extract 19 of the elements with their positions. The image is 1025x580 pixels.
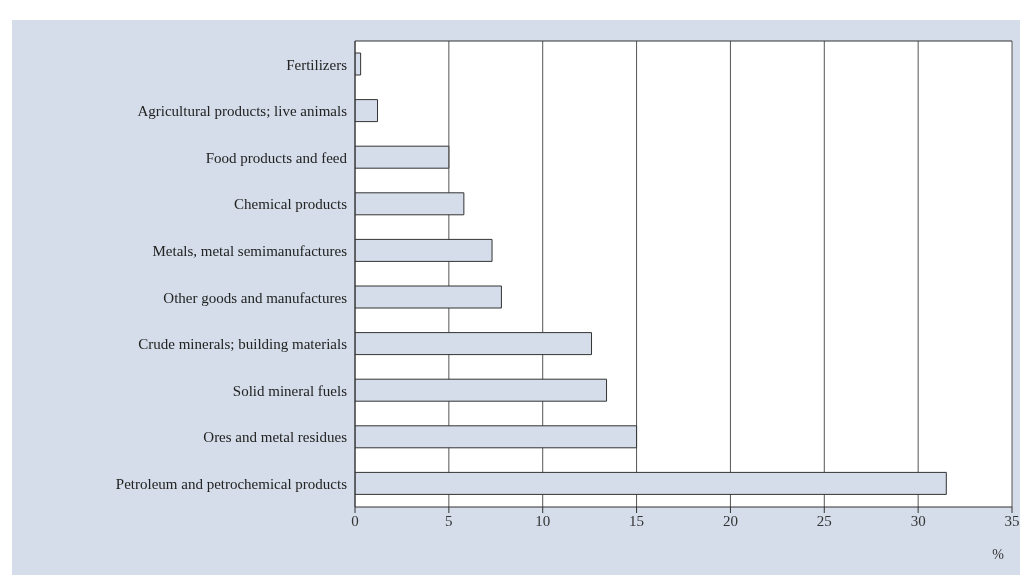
- y-tick-label: Fertilizers: [286, 56, 348, 73]
- x-axis-title: %: [992, 547, 1005, 562]
- x-tick-label: 15: [629, 512, 645, 529]
- y-tick-label: Agricultural products; live animals: [137, 103, 348, 120]
- y-tick-label: Metals, metal semimanufactures: [152, 243, 348, 260]
- y-tick-label: Chemical products: [234, 196, 348, 213]
- y-tick-label: Petroleum and petrochemical products: [115, 476, 348, 493]
- x-tick-label: 25: [816, 512, 832, 529]
- y-tick-label: Solid mineral fuels: [232, 382, 348, 399]
- x-tick-label: 5: [445, 512, 453, 529]
- y-tick-label: Ores and metal residues: [203, 429, 348, 446]
- x-tick-label: 10: [535, 512, 551, 529]
- x-tick-label: 20: [722, 512, 738, 529]
- x-tick-label: 30: [910, 512, 926, 529]
- y-tick-label: Crude minerals; building materials: [138, 336, 348, 353]
- y-tick-label: Food products and feed: [205, 149, 348, 166]
- y-tick-label: Other goods and manufactures: [163, 289, 348, 306]
- x-tick-label: 35: [1004, 512, 1020, 529]
- x-tick-label: 0: [351, 512, 359, 529]
